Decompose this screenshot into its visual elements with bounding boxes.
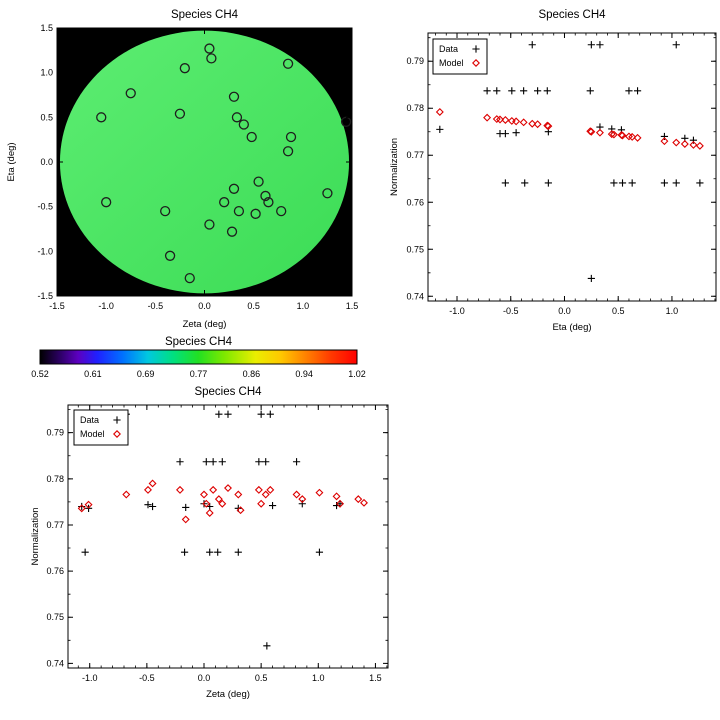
svg-text:0.79: 0.79 <box>46 428 64 438</box>
svg-text:Normalization: Normalization <box>30 507 41 565</box>
svg-text:Species CH4: Species CH4 <box>165 336 233 348</box>
svg-text:Species CH4: Species CH4 <box>194 386 262 398</box>
svg-text:1.5: 1.5 <box>369 673 382 683</box>
svg-text:0.78: 0.78 <box>46 474 64 484</box>
svg-text:0.5: 0.5 <box>255 673 268 683</box>
svg-text:0.5: 0.5 <box>247 301 260 311</box>
svg-text:0.76: 0.76 <box>46 566 64 576</box>
svg-text:1.0: 1.0 <box>40 68 53 78</box>
svg-text:0.86: 0.86 <box>243 369 261 379</box>
svg-text:0.0: 0.0 <box>198 301 211 311</box>
svg-text:Data: Data <box>439 44 458 54</box>
svg-text:0.94: 0.94 <box>295 369 313 379</box>
svg-text:Eta (deg): Eta (deg) <box>552 322 591 333</box>
svg-text:Species CH4: Species CH4 <box>171 9 239 21</box>
svg-text:-0.5: -0.5 <box>37 202 53 212</box>
svg-text:0.79: 0.79 <box>406 56 424 66</box>
svg-text:0.0: 0.0 <box>558 306 571 316</box>
svg-text:Zeta (deg): Zeta (deg) <box>206 689 250 700</box>
normalization-vs-eta-plot: -1.0 -0.5 0.0 0.5 1.0 0.74 0.75 0.76 0.77 0.78 0.7… <box>389 9 717 333</box>
svg-text:Data: Data <box>80 415 99 425</box>
svg-text:-1.0: -1.0 <box>449 306 465 316</box>
map-plot: -1.5 -1.0 -0.5 0.0 0.5 1.0 1.5 -1.5 -1.0 -0.5 0.0 0… <box>6 9 359 330</box>
svg-text:1.0: 1.0 <box>297 301 310 311</box>
svg-text:0.75: 0.75 <box>46 612 64 622</box>
svg-text:0.77: 0.77 <box>406 150 424 160</box>
svg-text:1.5: 1.5 <box>40 23 53 33</box>
svg-text:0.5: 0.5 <box>40 112 53 122</box>
svg-text:-0.5: -0.5 <box>503 306 519 316</box>
svg-text:Species CH4: Species CH4 <box>538 9 606 21</box>
colorbar: 0.52 0.61 0.69 0.77 0.86 0.94 1.02 Species CH4 <box>31 336 366 379</box>
svg-text:Eta (deg): Eta (deg) <box>6 142 17 181</box>
svg-text:-0.5: -0.5 <box>148 301 164 311</box>
svg-text:0.77: 0.77 <box>190 369 208 379</box>
svg-text:0.77: 0.77 <box>46 520 64 530</box>
svg-text:-1.0: -1.0 <box>37 246 53 256</box>
svg-text:0.5: 0.5 <box>612 306 625 316</box>
svg-text:0.74: 0.74 <box>46 658 64 668</box>
svg-text:Normalization: Normalization <box>389 138 400 196</box>
svg-text:0.0: 0.0 <box>198 673 211 683</box>
svg-text:-0.5: -0.5 <box>139 673 155 683</box>
svg-text:-1.0: -1.0 <box>82 673 98 683</box>
svg-text:-1.5: -1.5 <box>37 291 53 301</box>
svg-text:-1.5: -1.5 <box>49 301 65 311</box>
svg-text:0.61: 0.61 <box>84 369 102 379</box>
svg-text:Model: Model <box>439 58 464 68</box>
svg-text:Zeta (deg): Zeta (deg) <box>183 319 227 330</box>
svg-text:-1.0: -1.0 <box>98 301 114 311</box>
svg-text:0.52: 0.52 <box>31 369 49 379</box>
svg-text:0.75: 0.75 <box>406 244 424 254</box>
svg-text:0.76: 0.76 <box>406 197 424 207</box>
svg-text:0.78: 0.78 <box>406 103 424 113</box>
svg-text:1.02: 1.02 <box>348 369 366 379</box>
svg-text:1.5: 1.5 <box>346 301 359 311</box>
svg-text:1.0: 1.0 <box>312 673 325 683</box>
normalization-vs-zeta-plot: -1.0 -0.5 0.0 0.5 1.0 1.5 0.74 0.75 0.76 0.77 0.78… <box>30 386 389 700</box>
svg-text:0.74: 0.74 <box>406 291 424 301</box>
svg-text:1.0: 1.0 <box>666 306 679 316</box>
svg-text:0.69: 0.69 <box>137 369 155 379</box>
svg-text:0.0: 0.0 <box>40 157 53 167</box>
svg-text:Model: Model <box>80 429 105 439</box>
